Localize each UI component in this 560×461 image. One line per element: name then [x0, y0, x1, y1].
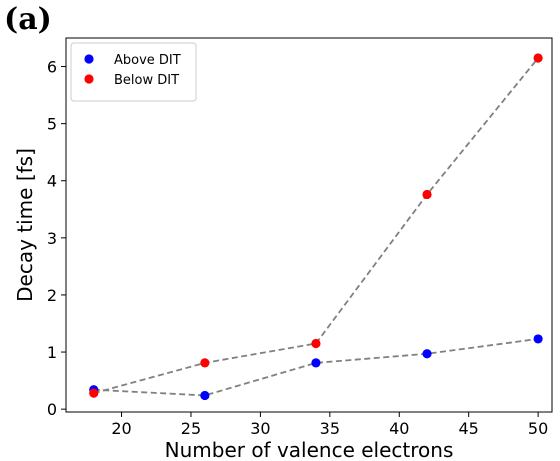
x-tick-label: 50	[528, 419, 548, 438]
x-tick-label: 25	[181, 419, 201, 438]
connector-lines	[93, 57, 539, 397]
series-0-point	[311, 358, 321, 368]
series-1-connector-line	[93, 57, 539, 395]
data-points	[89, 53, 543, 401]
legend-label: Below DIT	[114, 73, 179, 88]
x-tick-label: 35	[320, 419, 340, 438]
legend: Above DIT Below DIT	[70, 42, 197, 102]
series-0-point	[422, 349, 432, 359]
y-tick-label: 5	[47, 115, 57, 134]
series-1-point	[533, 53, 543, 63]
series-1-point	[200, 358, 210, 368]
legend-marker	[84, 54, 94, 64]
y-tick-label: 3	[47, 229, 57, 248]
series-1-point	[311, 338, 321, 349]
y-axis-ticks: 0 1 2 3 4 5 6	[47, 58, 66, 419]
y-axis-label: Decay time [fs]	[13, 148, 37, 302]
y-tick-label: 4	[47, 172, 57, 191]
x-tick-label: 30	[250, 419, 270, 438]
series-0-point	[200, 390, 210, 401]
series-1-point	[89, 388, 99, 398]
series-0-point	[533, 334, 543, 344]
series-1-point	[422, 189, 432, 200]
panel-label: (a)	[4, 2, 52, 37]
y-tick-label: 0	[47, 400, 57, 419]
x-axis-label: Number of valence electrons	[165, 438, 454, 461]
y-tick-label: 2	[47, 286, 57, 305]
legend-label: Above DIT	[114, 53, 181, 68]
legend-box	[70, 42, 197, 102]
x-tick-label: 45	[459, 419, 479, 438]
legend-marker	[84, 74, 94, 84]
series-0-connector-line	[93, 338, 539, 397]
x-tick-label: 40	[389, 419, 409, 438]
y-tick-label: 6	[47, 58, 57, 77]
plot-frame	[65, 37, 553, 413]
x-axis-ticks: 20 25 30 35 40 45 50	[111, 412, 548, 438]
y-tick-label: 1	[47, 343, 57, 362]
x-tick-label: 20	[111, 419, 131, 438]
